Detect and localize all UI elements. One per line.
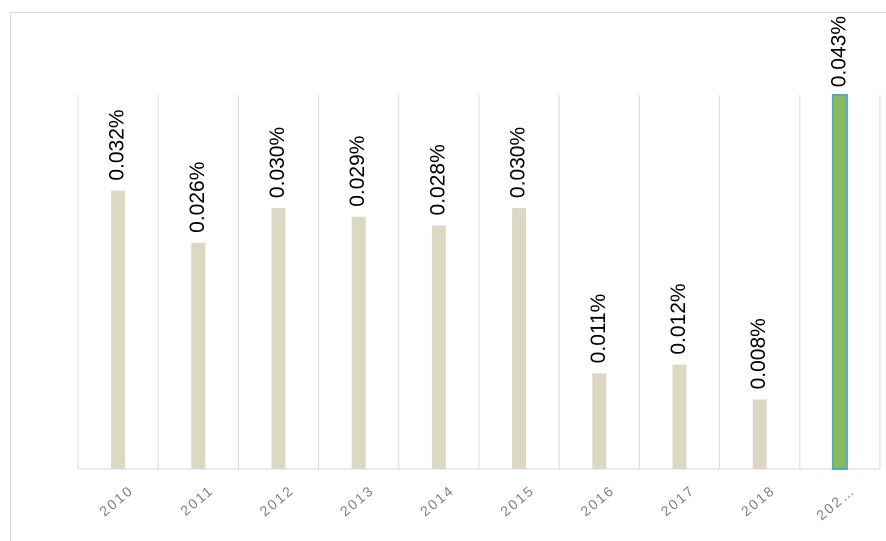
- value-label: 0.030%: [507, 127, 530, 198]
- x-tick-label: 2014: [417, 482, 457, 519]
- value-label: 0.043%: [827, 16, 850, 87]
- bar: [351, 216, 366, 469]
- bar: [271, 208, 286, 469]
- x-tick-label: 202…: [813, 482, 858, 523]
- bar: [191, 242, 206, 469]
- x-tick-label: 2017: [658, 482, 698, 519]
- bar: [431, 225, 446, 469]
- bar: [592, 373, 607, 469]
- value-label: 0.029%: [346, 136, 369, 207]
- x-tick-label: 2013: [337, 482, 377, 519]
- value-label: 0.032%: [106, 109, 129, 180]
- value-label: 0.012%: [667, 283, 690, 354]
- x-tick-label: 2018: [738, 482, 778, 519]
- bar: [672, 364, 687, 469]
- x-tick-label: 2012: [257, 482, 297, 519]
- x-tick-label: 2010: [96, 482, 136, 519]
- chart-border: [10, 12, 886, 541]
- bar: [831, 94, 848, 470]
- value-label: 0.030%: [266, 127, 289, 198]
- bar: [752, 399, 767, 469]
- value-label: 0.008%: [747, 318, 770, 389]
- bar: [111, 190, 126, 469]
- value-label: 0.028%: [426, 144, 449, 215]
- x-tick-label: 2011: [177, 482, 216, 519]
- value-label: 0.026%: [186, 162, 209, 233]
- x-tick-label: 2015: [497, 482, 537, 519]
- x-tick-label: 2016: [577, 482, 617, 519]
- bar: [512, 208, 527, 469]
- value-label: 0.011%: [587, 294, 610, 364]
